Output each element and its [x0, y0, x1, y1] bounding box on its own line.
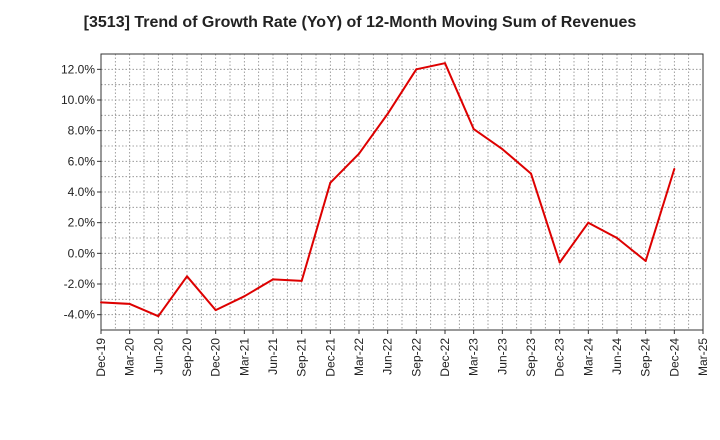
data-point	[444, 62, 446, 65]
data-point	[587, 221, 590, 224]
x-tick-label: Mar-22	[352, 338, 366, 376]
x-tick-label: Mar-20	[123, 338, 137, 376]
x-tick-label: Dec-22	[438, 338, 452, 377]
data-point	[358, 152, 360, 155]
data-point	[386, 112, 389, 115]
x-tick-label: Jun-21	[266, 338, 280, 375]
data-point	[673, 168, 676, 170]
data-point	[186, 275, 188, 278]
data-point	[214, 309, 217, 312]
data-point	[558, 261, 561, 264]
data-point	[616, 237, 618, 239]
data-point	[272, 278, 274, 281]
x-tick-label: Sep-23	[524, 338, 538, 377]
data-point	[329, 181, 332, 184]
y-tick-label: -2.0%	[64, 277, 96, 291]
y-tick-label: 2.0%	[68, 216, 96, 230]
data-point	[157, 315, 160, 318]
y-tick-label: 10.0%	[61, 93, 95, 107]
x-tick-label: Dec-19	[94, 338, 108, 377]
x-tick-label: Jun-20	[151, 338, 165, 375]
x-tick-label: Dec-20	[209, 338, 223, 377]
data-point	[243, 295, 246, 298]
data-point	[100, 301, 102, 304]
y-tick-label: 8.0%	[68, 124, 96, 138]
y-tick-label: -4.0%	[64, 308, 96, 322]
x-tick-label: Jun-23	[495, 338, 509, 375]
x-tick-label: Dec-24	[667, 338, 681, 377]
x-tick-label: Dec-21	[323, 338, 337, 377]
x-tick-label: Mar-25	[696, 338, 710, 376]
x-tick-label: Mar-24	[581, 338, 595, 376]
x-tick-label: Mar-21	[237, 338, 251, 376]
x-tick-label: Sep-21	[295, 338, 309, 377]
x-tick-label: Sep-24	[639, 338, 653, 377]
x-tick-label: Sep-22	[409, 338, 423, 377]
data-point	[300, 279, 303, 282]
data-point	[128, 302, 131, 305]
y-tick-label: 6.0%	[68, 154, 96, 168]
x-tick-label: Dec-23	[553, 338, 567, 377]
y-tick-label: 4.0%	[68, 185, 96, 199]
x-tick-label: Sep-20	[180, 338, 194, 377]
y-tick-label: 0.0%	[68, 246, 96, 260]
data-point	[644, 260, 647, 262]
data-point	[415, 68, 418, 71]
data-point	[530, 172, 532, 175]
chart-title: [3513] Trend of Growth Rate (YoY) of 12-…	[83, 14, 637, 31]
data-point	[472, 128, 475, 131]
x-tick-label: Jun-24	[610, 338, 624, 375]
data-point	[501, 148, 504, 151]
x-tick-label: Jun-22	[381, 338, 395, 375]
x-tick-label: Mar-23	[467, 338, 481, 376]
y-tick-label: 12.0%	[61, 62, 95, 76]
